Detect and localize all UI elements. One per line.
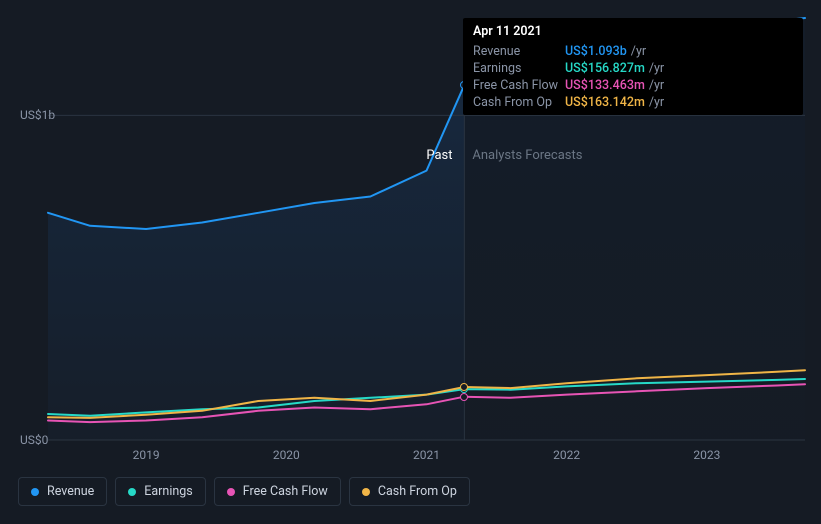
- tooltip-value: US$133.463m: [565, 78, 645, 93]
- legend-label: Earnings: [144, 484, 192, 499]
- section-label-forecast: Analysts Forecasts: [472, 148, 582, 163]
- legend-item-fcf[interactable]: Free Cash Flow: [214, 477, 341, 506]
- marker-cash-from-op: [460, 383, 468, 391]
- tooltip-label: Earnings: [473, 61, 565, 76]
- tooltip-label: Revenue: [473, 44, 565, 59]
- tooltip-unit: /yr: [649, 95, 664, 110]
- legend-item-cfo[interactable]: Cash From Op: [349, 477, 470, 506]
- legend-item-earnings[interactable]: Earnings: [115, 477, 205, 506]
- tooltip-unit: /yr: [631, 44, 646, 59]
- tooltip-label: Free Cash Flow: [473, 78, 565, 93]
- tooltip-date: Apr 11 2021: [473, 24, 793, 39]
- legend: Revenue Earnings Free Cash Flow Cash Fro…: [18, 477, 470, 506]
- legend-label: Free Cash Flow: [243, 484, 328, 499]
- legend-dot-icon: [227, 488, 235, 496]
- tooltip-row-fcf: Free Cash Flow US$133.463m /yr: [473, 77, 793, 94]
- tooltip-label: Cash From Op: [473, 95, 565, 110]
- chart-tooltip: Apr 11 2021 Revenue US$1.093b /yr Earnin…: [463, 18, 803, 115]
- legend-dot-icon: [362, 488, 370, 496]
- x-axis-label-2021: 2021: [413, 448, 440, 462]
- y-axis-label-1b: US$1b: [20, 108, 55, 122]
- legend-dot-icon: [31, 488, 39, 496]
- x-axis-label-2023: 2023: [693, 448, 720, 462]
- tooltip-value: US$156.827m: [565, 61, 645, 76]
- section-label-past: Past: [426, 148, 452, 163]
- tooltip-row-cfo: Cash From Op US$163.142m /yr: [473, 94, 793, 111]
- tooltip-row-earnings: Earnings US$156.827m /yr: [473, 60, 793, 77]
- marker-free-cash-flow: [460, 393, 468, 401]
- legend-item-revenue[interactable]: Revenue: [18, 477, 107, 506]
- tooltip-value: US$163.142m: [565, 95, 645, 110]
- legend-label: Revenue: [47, 484, 94, 499]
- tooltip-row-revenue: Revenue US$1.093b /yr: [473, 43, 793, 60]
- tooltip-unit: /yr: [649, 78, 664, 93]
- x-axis-label-2020: 2020: [273, 448, 300, 462]
- x-axis-label-2022: 2022: [553, 448, 580, 462]
- y-axis-label-0: US$0: [20, 433, 48, 447]
- x-axis-label-2019: 2019: [133, 448, 160, 462]
- tooltip-value: US$1.093b: [565, 44, 627, 59]
- tooltip-unit: /yr: [649, 61, 664, 76]
- legend-label: Cash From Op: [378, 484, 457, 499]
- legend-dot-icon: [128, 488, 136, 496]
- chart-container: US$1b US$0 2019 2020 2021 2022 2023 Past…: [0, 0, 821, 524]
